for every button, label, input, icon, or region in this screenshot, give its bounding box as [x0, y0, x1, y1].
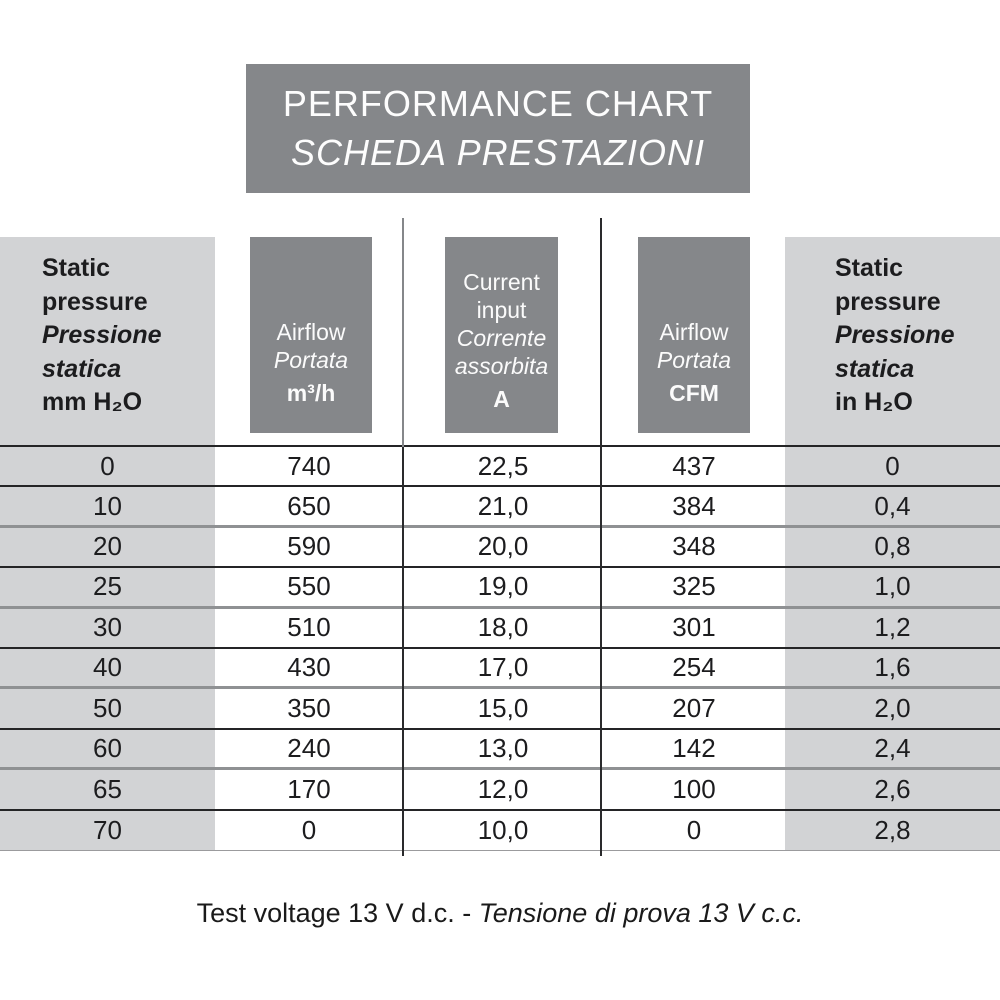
page-title-it: SCHEDA PRESTAZIONI: [290, 132, 706, 173]
table-cell: 100: [672, 773, 716, 804]
header-line: Pressione: [42, 321, 162, 349]
header-line: pressure: [42, 287, 148, 316]
table-row: 40 430 17,0 254 1,6: [0, 648, 1000, 690]
table-row: 0 740 22,5 437 0: [0, 447, 1000, 488]
table-cell: 17,0: [477, 652, 529, 683]
header-line: Current: [463, 269, 540, 295]
table-cell: 40: [0, 648, 215, 687]
table-row: 60 240 13,0 142 2,4: [0, 729, 1000, 771]
table-cell: 207: [672, 693, 716, 724]
header-line: pressure: [835, 287, 941, 316]
table-cell: 20,0: [477, 531, 529, 562]
header-line: Pressione: [835, 321, 955, 349]
test-voltage-it: Tensione di prova 13 V c.c.: [478, 898, 804, 928]
page-title-en: PERFORMANCE CHART: [282, 83, 714, 124]
header-line: statica: [835, 354, 915, 383]
table-row: 50 350 15,0 207 2,0: [0, 689, 1000, 730]
header-static-pressure-mm: Static pressure Pressione statica mm H₂O: [0, 237, 215, 447]
table-cell: 0: [785, 447, 1000, 486]
table-cell: 170: [287, 773, 331, 804]
table-cell: 19,0: [477, 571, 529, 602]
table-cell: 2,4: [785, 729, 1000, 768]
header-unit: m³/h: [286, 380, 336, 406]
table-cell: 240: [287, 732, 331, 763]
table-cell: 18,0: [477, 612, 529, 643]
table-cell: 2,6: [785, 770, 1000, 809]
table-cell: 2,8: [785, 810, 1000, 850]
header-line: Airflow: [659, 319, 729, 345]
table-cell: 70: [0, 810, 215, 850]
table-row: 70 0 10,0 0 2,8: [0, 810, 1000, 851]
header-line: Static: [835, 254, 904, 282]
table-cell: 21,0: [477, 490, 529, 521]
performance-table-rows: 0 740 22,5 437 0 10 650 21,0 384 0,4 20 590 20,0 348 0…: [0, 445, 1000, 851]
header-line: assorbita: [454, 353, 549, 379]
test-voltage-en: Test voltage 13 V d.c. -: [196, 898, 472, 928]
table-cell: 0: [0, 447, 215, 486]
table-cell: 348: [672, 531, 716, 562]
table-cell: 590: [287, 531, 331, 562]
header-current-input: Current input Corrente assorbita A: [445, 237, 558, 433]
header-line: Portata: [273, 347, 349, 373]
header-static-pressure-in: Static pressure Pressione statica in H₂O: [785, 237, 1000, 447]
table-cell: 650: [287, 490, 331, 521]
table-cell: 10,0: [477, 814, 529, 845]
table-cell: 60: [0, 729, 215, 768]
table-cell: 10: [0, 487, 215, 525]
title-banner: PERFORMANCE CHART SCHEDA PRESTAZIONI: [246, 64, 750, 193]
header-unit: A: [493, 386, 510, 412]
table-cell: 65: [0, 770, 215, 809]
table-cell: 30: [0, 608, 215, 647]
table-cell: 20: [0, 527, 215, 567]
table-cell: 325: [672, 571, 716, 602]
column-divider-left-table: [402, 447, 404, 856]
table-row: 10 650 21,0 384 0,4: [0, 487, 1000, 528]
header-airflow-cfm: Airflow Portata CFM: [638, 237, 750, 433]
table-cell: 142: [672, 732, 716, 763]
table-row: 30 510 18,0 301 1,2: [0, 608, 1000, 649]
table-row: 25 550 19,0 325 1,0: [0, 568, 1000, 609]
table-cell: 301: [672, 612, 716, 643]
header-unit: mm H₂O: [42, 388, 143, 416]
table-cell: 12,0: [477, 773, 529, 804]
table-cell: 0: [301, 814, 317, 845]
header-line: Airflow: [276, 319, 346, 345]
table-cell: 50: [0, 689, 215, 728]
table-row: 65 170 12,0 100 2,6: [0, 770, 1000, 811]
table-row: 20 590 20,0 348 0,8: [0, 527, 1000, 569]
table-cell: 1,2: [785, 608, 1000, 647]
table-cell: 510: [287, 612, 331, 643]
header-line: Static: [42, 254, 111, 282]
table-cell: 2,0: [785, 689, 1000, 728]
table-cell: 13,0: [477, 732, 529, 763]
table-cell: 550: [287, 571, 331, 602]
header-line: input: [476, 297, 527, 323]
table-cell: 430: [287, 652, 331, 683]
table-cell: 437: [672, 450, 716, 481]
table-cell: 15,0: [477, 693, 529, 724]
table-cell: 25: [0, 568, 215, 606]
table-cell: 22,5: [477, 450, 529, 481]
table-cell: 0: [686, 814, 702, 845]
header-unit: in H₂O: [835, 388, 913, 416]
test-voltage-note: Test voltage 13 V d.c. - Tensione di pro…: [0, 898, 1000, 929]
table-cell: 740: [287, 450, 331, 481]
column-divider-right: [600, 218, 602, 856]
table-cell: 384: [672, 490, 716, 521]
header-line: Corrente: [456, 325, 547, 351]
table-cell: 1,0: [785, 568, 1000, 606]
table-cell: 350: [287, 693, 331, 724]
header-line: Portata: [656, 347, 732, 373]
table-cell: 254: [672, 652, 716, 683]
column-divider-left: [402, 218, 404, 447]
table-cell: 1,6: [785, 648, 1000, 687]
table-cell: 0,8: [785, 527, 1000, 567]
header-line: statica: [42, 354, 122, 383]
table-cell: 0,4: [785, 487, 1000, 525]
header-airflow-m3h: Airflow Portata m³/h: [250, 237, 372, 433]
header-unit: CFM: [669, 380, 719, 406]
